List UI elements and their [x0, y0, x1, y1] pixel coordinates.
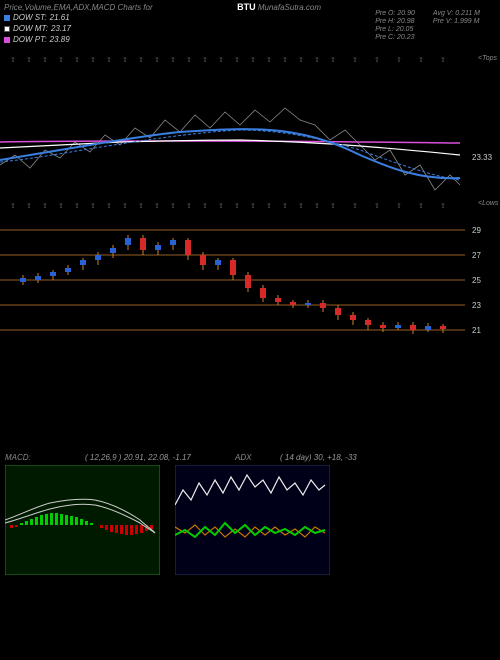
svg-text:25: 25	[472, 276, 481, 285]
legend-mt-label: DOW MT:	[13, 23, 48, 34]
legend-mt-value: 23.17	[51, 23, 71, 34]
macd-params: ( 12,26,9 ) 20.91, 22.08, -1.17	[85, 453, 191, 462]
svg-text:⇧: ⇧	[234, 56, 240, 64]
svg-text:⇧: ⇧	[396, 202, 402, 210]
svg-text:⇧: ⇧	[266, 56, 272, 64]
svg-text:⇧: ⇧	[218, 56, 224, 64]
svg-text:⇧: ⇧	[154, 56, 160, 64]
svg-text:⇧: ⇧	[186, 56, 192, 64]
svg-text:⇧: ⇧	[314, 202, 320, 210]
svg-text:⇧: ⇧	[90, 202, 96, 210]
macd-title: MACD:	[5, 453, 31, 462]
svg-text:⇧: ⇧	[138, 202, 144, 210]
svg-text:21: 21	[472, 326, 481, 335]
svg-text:⇧: ⇧	[314, 56, 320, 64]
color-swatch-st	[4, 15, 10, 21]
legend-pt-value: 23.89	[50, 34, 70, 45]
svg-text:⇧: ⇧	[250, 56, 256, 64]
svg-text:⇧: ⇧	[298, 202, 304, 210]
svg-text:29: 29	[472, 226, 481, 235]
svg-text:⇧: ⇧	[418, 56, 424, 64]
svg-text:⇧: ⇧	[186, 202, 192, 210]
svg-text:⇧: ⇧	[106, 56, 112, 64]
stat-pre-h: Pre H: 20.98	[375, 18, 415, 25]
adx-chart	[175, 465, 330, 575]
stat-pre-o: Pre O: 20.90	[375, 10, 415, 17]
svg-text:⇧: ⇧	[440, 56, 446, 64]
svg-text:⇧: ⇧	[250, 202, 256, 210]
adx-title: ADX	[234, 453, 252, 462]
svg-text:⇧: ⇧	[330, 56, 336, 64]
svg-text:⇧: ⇧	[74, 56, 80, 64]
svg-text:⇧: ⇧	[58, 56, 64, 64]
svg-text:⇧: ⇧	[58, 202, 64, 210]
site-name: MunafaSutra.com	[258, 3, 321, 12]
adx-params: ( 14 day) 30, +18, -33	[280, 453, 357, 462]
svg-text:23: 23	[472, 301, 481, 310]
color-swatch-pt	[4, 37, 10, 43]
svg-text:⇧: ⇧	[298, 56, 304, 64]
svg-text:⇧: ⇧	[352, 56, 358, 64]
svg-text:⇧: ⇧	[10, 202, 16, 210]
legend-pt: DOW PT: 23.89	[4, 34, 71, 45]
tops-label: <Tops	[478, 55, 498, 62]
svg-text:⇧: ⇧	[282, 56, 288, 64]
stat-pre-l: Pre L: 20.05	[375, 26, 415, 33]
svg-text:⇧: ⇧	[266, 202, 272, 210]
macd-chart	[5, 465, 160, 575]
svg-text:⇧: ⇧	[374, 202, 380, 210]
ticker-symbol: BTU	[237, 2, 256, 12]
svg-text:⇧: ⇧	[418, 202, 424, 210]
legend-st-value: 21.61	[50, 12, 70, 23]
svg-text:⇧: ⇧	[122, 202, 128, 210]
svg-text:⇧: ⇧	[352, 202, 358, 210]
svg-text:⇧: ⇧	[42, 202, 48, 210]
legend-block: DOW ST: 21.61 DOW MT: 23.17 DOW PT: 23.8…	[4, 12, 71, 45]
svg-text:⇧: ⇧	[202, 56, 208, 64]
svg-text:⇧: ⇧	[154, 202, 160, 210]
svg-text:⇧: ⇧	[42, 56, 48, 64]
title-prefix: Price,Volume,EMA,ADX,MACD Charts for	[4, 3, 153, 12]
svg-text:⇧: ⇧	[218, 202, 224, 210]
legend-st: DOW ST: 21.61	[4, 12, 71, 23]
stat-pre-c: Pre C: 20.23	[375, 34, 415, 41]
svg-text:27: 27	[472, 251, 481, 260]
svg-text:⇧: ⇧	[282, 202, 288, 210]
svg-text:⇧: ⇧	[330, 202, 336, 210]
svg-text:⇧: ⇧	[122, 56, 128, 64]
svg-text:⇧: ⇧	[26, 202, 32, 210]
stats-block: Pre O: 20.90 Avg V: 0.211 M Pre H: 20.98…	[375, 10, 480, 41]
svg-text:⇧: ⇧	[106, 202, 112, 210]
svg-text:⇧: ⇧	[374, 56, 380, 64]
legend-pt-label: DOW PT:	[13, 34, 47, 45]
svg-text:⇧: ⇧	[440, 202, 446, 210]
ema-chart: <Tops <Lows 23.33 ⇧ ⇧ ⇧ ⇧ ⇧ ⇧ ⇧ ⇧ ⇧ ⇧ ⇧ ⇧ ⇧ ⇧ ⇧ ⇧ ⇧ ⇧ ⇧ ⇧ ⇧ ⇧…	[0, 50, 500, 210]
svg-text:⇧: ⇧	[234, 202, 240, 210]
svg-text:⇧: ⇧	[202, 202, 208, 210]
svg-text:⇧: ⇧	[396, 56, 402, 64]
svg-text:⇧: ⇧	[26, 56, 32, 64]
candlestick-chart: 29 27 25 23 21	[0, 210, 500, 355]
svg-text:⇧: ⇧	[138, 56, 144, 64]
legend-st-label: DOW ST:	[13, 12, 47, 23]
lows-label: <Lows	[478, 200, 499, 207]
svg-text:⇧: ⇧	[90, 56, 96, 64]
stat-pre-v: Pre V: 1.999 M	[433, 18, 480, 25]
stat-avg-v: Avg V: 0.211 M	[433, 10, 480, 17]
legend-mt: DOW MT: 23.17	[4, 23, 71, 34]
svg-text:⇧: ⇧	[10, 56, 16, 64]
svg-text:⇧: ⇧	[74, 202, 80, 210]
color-swatch-mt	[4, 26, 10, 32]
indicator-labels: MACD: ( 12,26,9 ) 20.91, 22.08, -1.17 AD…	[0, 450, 500, 465]
svg-text:⇧: ⇧	[170, 202, 176, 210]
price-readout: 23.33	[472, 153, 493, 162]
svg-text:⇧: ⇧	[170, 56, 176, 64]
